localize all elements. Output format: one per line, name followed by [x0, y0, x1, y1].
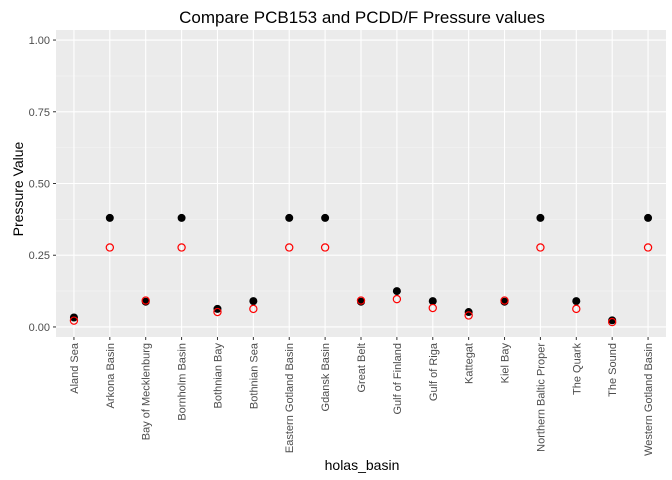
data-point	[321, 214, 329, 222]
y-tick-label: 0.50	[29, 179, 50, 191]
x-tick-label: Arkona Basin	[105, 343, 117, 408]
data-point	[106, 214, 114, 222]
data-point	[393, 287, 401, 295]
x-tick-label: The Sound	[607, 343, 619, 397]
x-axis-title: holas_basin	[325, 457, 400, 473]
x-tick-label: Bothnian Sea	[248, 342, 260, 409]
chart-title: Compare PCB153 and PCDD/F Pressure value…	[179, 8, 545, 27]
data-point	[644, 214, 652, 222]
gridlines	[56, 30, 666, 337]
x-tick-label: Gulf of Riga	[428, 342, 440, 401]
x-tick-label: Northern Baltic Proper	[535, 343, 547, 452]
x-tick-label: Kiel Bay	[500, 343, 512, 384]
x-tick-label: Bothnian Bay	[212, 343, 224, 409]
x-tick-label: Bornholm Basin	[177, 343, 189, 421]
y-tick-label: 0.00	[29, 322, 50, 334]
x-axis: Aland Sea Arkona Basin Bay of Mecklenburg B…	[69, 337, 655, 456]
x-tick-label: Eastern Gotland Basin	[284, 343, 296, 453]
y-axis: 0.00 0.25 0.50 0.75 1.00	[29, 35, 56, 334]
y-tick-label: 0.75	[29, 107, 50, 119]
x-tick-label: Aland Sea	[69, 342, 81, 394]
x-tick-label: Great Belt	[356, 343, 368, 393]
x-tick-label: Gdansk Basin	[320, 343, 332, 411]
y-axis-title: Pressure Value	[10, 141, 26, 236]
y-tick-label: 0.25	[29, 250, 50, 262]
x-tick-label: Kattegat	[464, 343, 476, 384]
data-point	[536, 214, 544, 222]
data-point	[572, 297, 580, 305]
x-tick-label: Gulf of Finland	[392, 343, 404, 415]
x-tick-label: Western Gotland Basin	[643, 343, 655, 456]
data-point	[249, 297, 257, 305]
x-tick-label: The Quark	[571, 343, 583, 395]
x-tick-label: Bay of Mecklenburg	[141, 343, 153, 440]
y-tick-label: 1.00	[29, 35, 50, 47]
data-point	[285, 214, 293, 222]
data-point	[178, 214, 186, 222]
